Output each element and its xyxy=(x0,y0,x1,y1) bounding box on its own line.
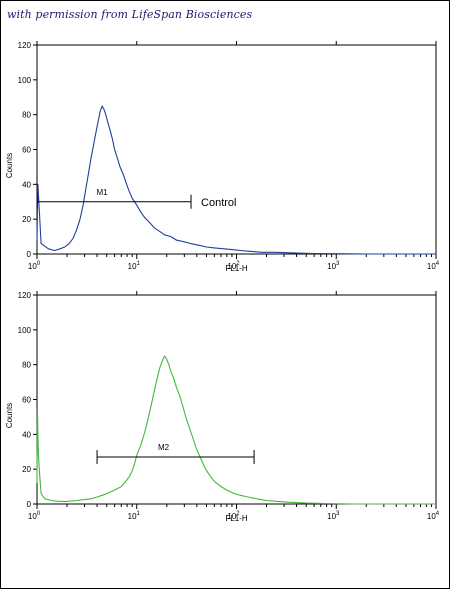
x-tick-label: 104 xyxy=(427,261,440,271)
x-axis-label: FL1-H xyxy=(225,264,247,273)
histogram-trace xyxy=(36,105,436,255)
x-tick-label: 103 xyxy=(327,261,340,271)
x-tick-exponent: 0 xyxy=(37,511,41,517)
x-tick-label: 101 xyxy=(128,261,141,271)
x-tick-base: 10 xyxy=(28,512,37,521)
histogram-trace xyxy=(36,355,436,505)
y-tick-label: 0 xyxy=(27,250,32,259)
y-tick-label: 100 xyxy=(18,326,32,335)
gate-label: M2 xyxy=(158,443,170,452)
y-tick-label: 40 xyxy=(22,180,31,189)
x-tick-exponent: 1 xyxy=(137,511,141,517)
plot-frame xyxy=(36,294,437,505)
y-tick-label: 120 xyxy=(18,41,32,50)
y-tick-label: 80 xyxy=(22,361,31,370)
y-tick-label: 20 xyxy=(22,465,31,474)
x-tick-label: 100 xyxy=(28,261,41,271)
x-tick-label: 102 xyxy=(227,261,240,271)
gate-label: M1 xyxy=(96,188,108,197)
x-tick-exponent: 3 xyxy=(336,261,340,267)
plot-frame xyxy=(36,44,437,255)
control-annotation: Control xyxy=(201,197,236,209)
x-tick-label: 103 xyxy=(327,511,340,521)
x-tick-base: 10 xyxy=(227,512,236,521)
x-axis-label: FL1-H xyxy=(225,514,247,523)
x-tick-label: 102 xyxy=(227,511,240,521)
x-tick-exponent: 3 xyxy=(336,511,340,517)
y-tick-label: 20 xyxy=(22,215,31,224)
x-tick-label: 101 xyxy=(128,511,141,521)
x-tick-base: 10 xyxy=(128,262,137,271)
x-tick-label: 100 xyxy=(28,511,41,521)
x-tick-label: 104 xyxy=(427,511,440,521)
y-tick-label: 0 xyxy=(27,500,32,509)
x-tick-base: 10 xyxy=(128,512,137,521)
x-tick-exponent: 2 xyxy=(236,511,240,517)
permission-credit: with permission from LifeSpan Bioscience… xyxy=(7,8,253,21)
y-tick-label: 40 xyxy=(22,430,31,439)
y-tick-label: 60 xyxy=(22,396,31,405)
x-tick-base: 10 xyxy=(327,512,336,521)
y-axis-label: Counts xyxy=(5,403,14,428)
x-tick-base: 10 xyxy=(427,262,436,271)
x-tick-exponent: 1 xyxy=(137,261,141,267)
y-axis-label: Counts xyxy=(5,153,14,178)
y-tick-label: 80 xyxy=(22,111,31,120)
x-tick-exponent: 4 xyxy=(436,261,440,267)
x-tick-base: 10 xyxy=(28,262,37,271)
y-tick-label: 100 xyxy=(18,76,32,85)
x-tick-exponent: 0 xyxy=(37,261,41,267)
x-tick-exponent: 4 xyxy=(436,511,440,517)
y-tick-label: 120 xyxy=(18,291,32,300)
x-tick-base: 10 xyxy=(327,262,336,271)
x-tick-exponent: 2 xyxy=(236,261,240,267)
x-tick-base: 10 xyxy=(227,262,236,271)
x-tick-base: 10 xyxy=(427,512,436,521)
y-tick-label: 60 xyxy=(22,146,31,155)
